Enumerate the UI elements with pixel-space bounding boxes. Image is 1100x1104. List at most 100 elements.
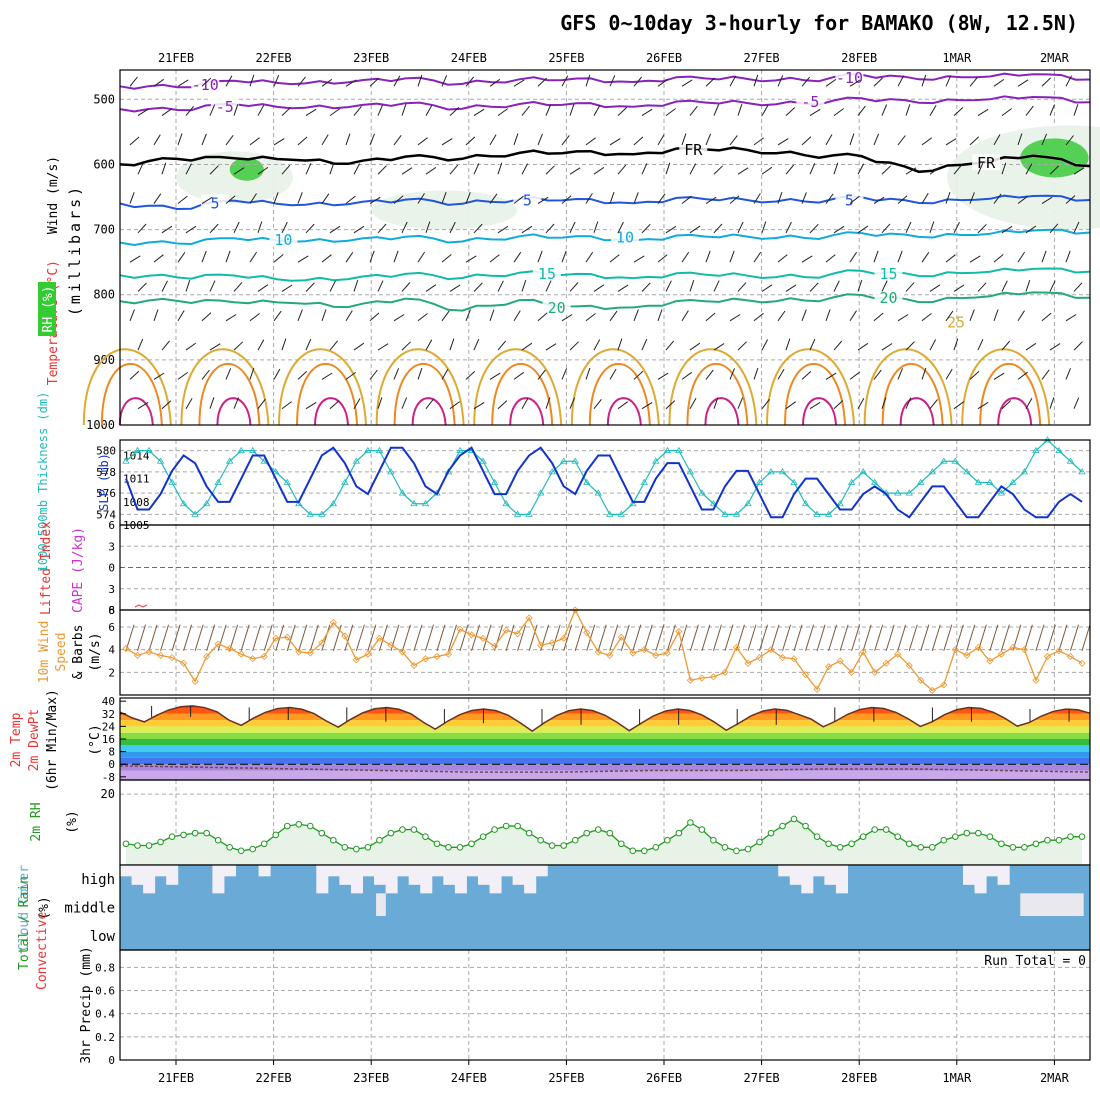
rh2m-marker xyxy=(641,847,648,855)
wind-barb xyxy=(897,368,903,380)
wind-barb xyxy=(801,371,812,380)
thickness-marker xyxy=(778,468,787,475)
wind-barb xyxy=(1065,135,1074,146)
wind-tick-label: 2 xyxy=(108,666,115,679)
wind-barb xyxy=(945,254,956,263)
cloud-clear-cell xyxy=(974,865,987,894)
wind-barb xyxy=(225,368,232,380)
wind-barb xyxy=(321,309,327,321)
wind-barb xyxy=(345,371,356,380)
wind-barb xyxy=(857,398,865,409)
wind-barb xyxy=(1065,250,1071,263)
rh2m-marker xyxy=(975,829,982,837)
wind-barb xyxy=(561,75,569,87)
wind-barb xyxy=(489,309,495,321)
cloud-clear-cell xyxy=(466,865,479,877)
temp-band xyxy=(120,732,1090,739)
wind-barb xyxy=(585,193,593,204)
wind-barb xyxy=(129,192,135,204)
date-label-top: 21FEB xyxy=(158,51,194,65)
wind-barb xyxy=(681,310,689,322)
wind10m-barb xyxy=(620,624,630,651)
wind-barb xyxy=(689,163,697,175)
wind10m-barb xyxy=(666,624,676,651)
wind-barb xyxy=(441,138,453,146)
rh2m-marker xyxy=(479,833,487,840)
cloud-clear-cell xyxy=(143,865,156,894)
wind-barb xyxy=(921,367,927,380)
wind10m-marker xyxy=(479,634,487,642)
thickness-marker xyxy=(606,510,614,517)
wind-barb xyxy=(737,397,744,409)
wind-barb xyxy=(1025,279,1031,292)
wind10m-marker xyxy=(629,649,637,657)
wind10m-marker xyxy=(594,648,602,656)
wind-barb xyxy=(641,338,648,351)
wind-barb xyxy=(921,137,932,146)
wind-barb xyxy=(617,401,628,410)
wind-barb xyxy=(465,76,474,87)
thickness-marker xyxy=(974,478,983,485)
wind10m-marker xyxy=(986,657,994,665)
warm-isotherm-arc xyxy=(570,348,660,426)
wind-barb xyxy=(1001,225,1013,234)
wind-barb xyxy=(161,225,173,234)
cloud-clear-cell xyxy=(420,865,433,894)
wind10m-barb xyxy=(436,624,446,651)
wind-barb xyxy=(713,104,720,116)
thickness-marker xyxy=(824,510,833,517)
isotherm-line xyxy=(119,95,1091,113)
cloud-clear-cell xyxy=(339,865,352,885)
wind-barb xyxy=(497,108,508,117)
wind10m-marker xyxy=(1055,647,1063,655)
wind-barb xyxy=(905,221,912,234)
wind10m-barb xyxy=(943,624,953,651)
warm-isotherm-arc xyxy=(100,363,163,426)
wind-barb xyxy=(929,399,938,410)
wind-barb xyxy=(545,165,555,175)
wind-barb xyxy=(185,279,191,292)
rh2m-marker xyxy=(226,843,233,851)
wind10m-marker xyxy=(721,668,729,676)
warm-isotherm-arc xyxy=(198,363,261,426)
wind-barb xyxy=(881,280,888,292)
wind-barb xyxy=(129,136,140,146)
wind-barb xyxy=(273,368,281,380)
wind10m-marker xyxy=(663,649,671,657)
date-label-bottom: 24FEB xyxy=(451,1071,487,1085)
rh2m-marker xyxy=(917,843,925,851)
rh2m-marker xyxy=(629,847,637,855)
wind-barb xyxy=(497,280,504,292)
wind-barb xyxy=(489,134,497,146)
rh2m-marker xyxy=(1032,840,1040,848)
wind-barb xyxy=(281,221,288,234)
wind-barb xyxy=(1073,221,1080,234)
date-label-bottom: 25FEB xyxy=(548,1071,584,1085)
rh2m-marker xyxy=(594,826,602,833)
wind10m-barb xyxy=(1046,624,1056,651)
axis-label-temp-units: (°C) xyxy=(88,724,103,755)
wind-barb xyxy=(753,137,764,146)
wind-barb xyxy=(345,79,357,87)
wind10m-marker xyxy=(156,651,165,659)
wind10m-marker xyxy=(410,661,418,670)
cloud-row-label: low xyxy=(90,929,116,945)
wind-barb xyxy=(465,136,476,146)
cloud-clear-cell xyxy=(350,865,363,894)
wind-barb xyxy=(833,280,840,292)
rh2m-marker xyxy=(710,836,717,844)
date-label-top: 27FEB xyxy=(744,51,780,65)
wind-barb xyxy=(777,192,783,204)
wind-barb xyxy=(281,284,293,292)
wind-barb xyxy=(473,338,480,351)
rh2m-marker xyxy=(318,829,326,837)
wind-barb xyxy=(513,251,522,263)
wind10m-marker xyxy=(790,655,798,663)
precip-tick-label: 0 xyxy=(108,1054,115,1067)
wind-barb xyxy=(633,255,645,263)
wind10m-marker xyxy=(272,634,280,642)
wind10m-marker xyxy=(306,649,314,657)
wind-barb xyxy=(809,163,816,175)
wind-barb xyxy=(305,401,317,410)
wind-barb xyxy=(881,397,887,409)
